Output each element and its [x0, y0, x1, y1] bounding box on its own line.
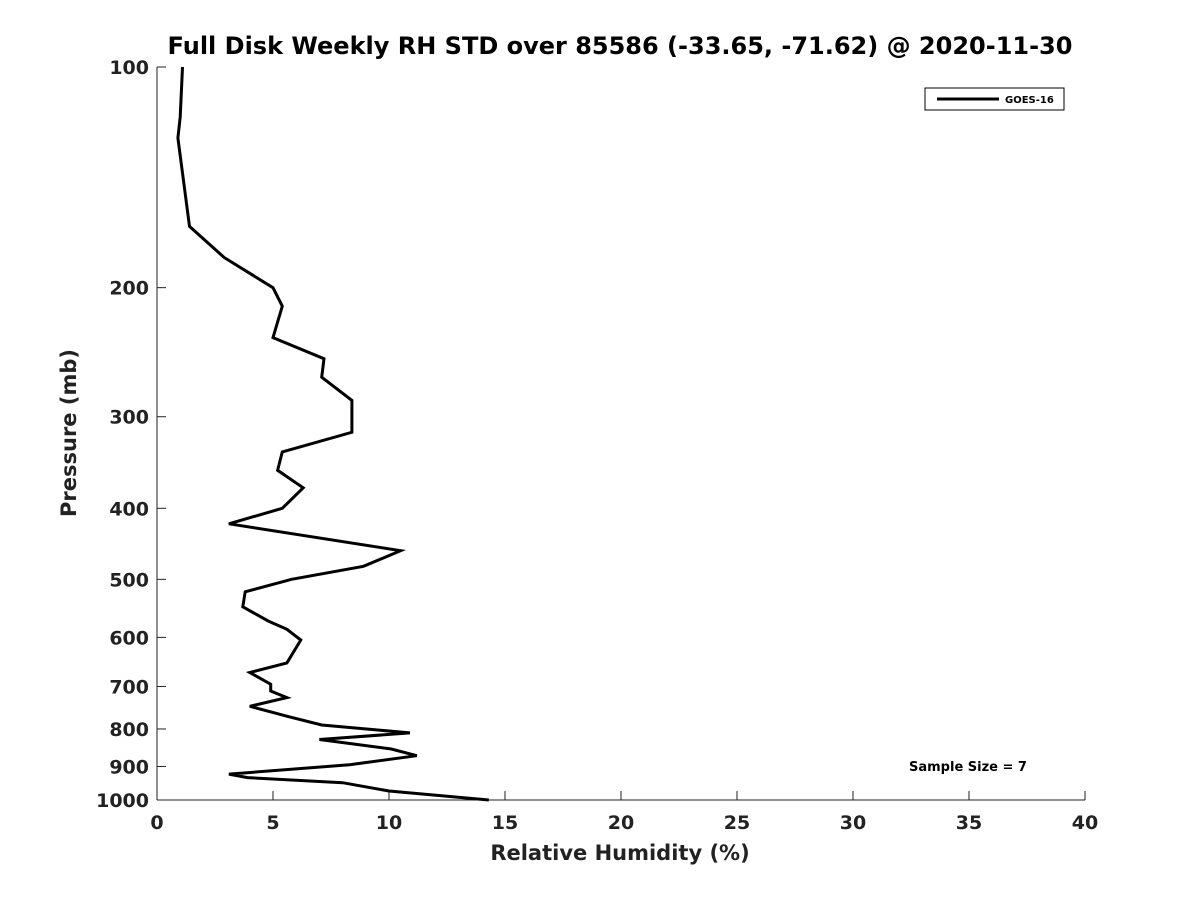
x-tick-label: 5: [266, 812, 279, 834]
sample-size-annotation: Sample Size = 7: [909, 760, 1027, 775]
legend-label-goes-16: GOES-16: [1005, 95, 1054, 106]
x-tick-label: 20: [608, 812, 634, 834]
y-tick-label: 700: [109, 676, 149, 698]
series-layer: [176, 66, 489, 802]
x-tick-label: 0: [150, 812, 163, 834]
legend: GOES-16: [924, 87, 1065, 111]
x-tick-label: 35: [956, 812, 982, 834]
y-tick-label: 1000: [96, 790, 149, 812]
y-tick-label: 500: [109, 569, 149, 591]
x-tick-label: 15: [492, 812, 518, 834]
y-tick-label: 600: [109, 627, 149, 649]
chart-title: Full Disk Weekly RH STD over 85586 (-33.…: [168, 32, 1073, 60]
x-axis-label: Relative Humidity (%): [490, 841, 749, 865]
y-tick-label: 200: [109, 278, 149, 300]
x-tick-label: 30: [840, 812, 866, 834]
x-tick-label: 25: [724, 812, 750, 834]
y-axis-label: Pressure (mb): [57, 349, 81, 517]
axes: [156, 67, 1085, 801]
y-tick-label: 900: [109, 756, 149, 778]
y-tick-label: 300: [109, 407, 149, 429]
y-tick-label: 800: [109, 719, 149, 741]
series-line-goes-16: [176, 66, 489, 802]
y-tick-label: 100: [109, 57, 149, 79]
y-tick-label: 400: [109, 498, 149, 520]
x-tick-label: 10: [376, 812, 402, 834]
tick-marks: 0 5 10 15 20 25 30 35 40 100 200 300 400 500 600 700 800…: [96, 57, 1098, 834]
x-tick-label: 40: [1072, 812, 1098, 834]
